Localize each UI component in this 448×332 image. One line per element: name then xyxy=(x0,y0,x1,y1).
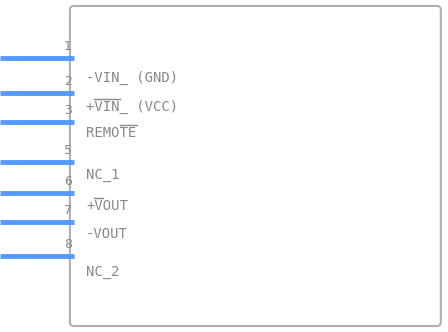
Text: REMOTE: REMOTE xyxy=(86,126,136,140)
Text: -VIN_ (GND): -VIN_ (GND) xyxy=(86,71,178,85)
Text: +VIN_ (VCC): +VIN_ (VCC) xyxy=(86,100,178,114)
Text: 8: 8 xyxy=(64,238,72,251)
Text: -VOUT: -VOUT xyxy=(86,227,128,241)
Text: 6: 6 xyxy=(64,175,72,188)
FancyBboxPatch shape xyxy=(70,6,441,326)
Text: 3: 3 xyxy=(64,104,72,117)
Text: +VOUT: +VOUT xyxy=(86,199,128,213)
Text: 5: 5 xyxy=(64,144,72,157)
Text: 1: 1 xyxy=(64,40,72,53)
Text: NC_2: NC_2 xyxy=(86,265,120,279)
Text: 2: 2 xyxy=(64,75,72,88)
Text: 7: 7 xyxy=(64,204,72,217)
Text: NC_1: NC_1 xyxy=(86,168,120,182)
